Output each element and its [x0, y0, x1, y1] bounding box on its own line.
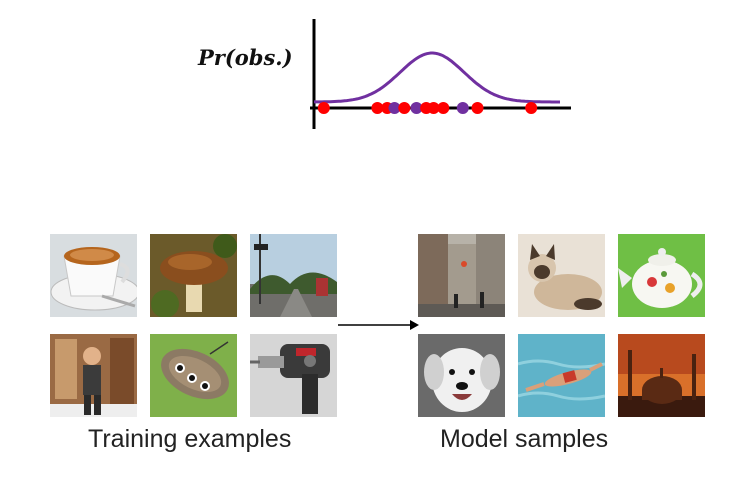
observation-point [525, 102, 538, 114]
density-curve [314, 51, 560, 104]
sample-image-city-street [418, 234, 505, 317]
training-image-butterfly [150, 334, 237, 417]
observation-point [456, 102, 469, 114]
sample-image-swimmer [518, 334, 605, 417]
probability-plot [310, 19, 571, 129]
observation-point [410, 102, 423, 114]
training-image-street-road [250, 234, 337, 317]
arrow-right-icon [338, 320, 419, 330]
observation-point [371, 102, 384, 114]
samples-caption: Model samples [440, 425, 609, 453]
y-axis-label: Pr(obs.) [198, 45, 293, 70]
training-image-power-drill [250, 334, 337, 417]
training-image-person-in-room [50, 334, 137, 417]
observation-point [388, 102, 401, 114]
observation-point [317, 102, 330, 114]
observation-point [398, 102, 411, 114]
training-image-mushroom [150, 234, 237, 317]
sample-image-mosque-sunset [618, 334, 705, 417]
sample-image-teapot [618, 234, 705, 317]
training-caption: Training examples [88, 425, 292, 453]
observation-point [427, 102, 440, 114]
observation-point [471, 102, 484, 114]
observation-point [437, 102, 450, 114]
training-image-coffee-cup [50, 234, 137, 317]
sample-image-siamese-cat [518, 234, 605, 317]
sample-image-dog [418, 334, 505, 417]
